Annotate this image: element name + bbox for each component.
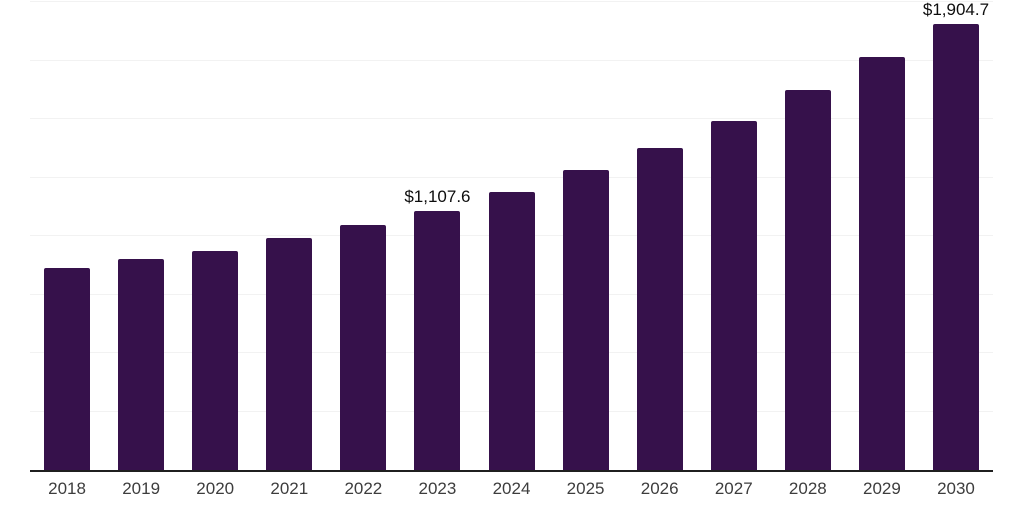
plot-area: $1,107.6 $1,904.7 [30, 0, 993, 472]
bar-slot-2021 [252, 2, 326, 470]
x-tick-label-2024: 2024 [492, 479, 531, 498]
gridline-1500 [30, 118, 993, 119]
bar-2019 [118, 259, 165, 470]
bar-2027 [710, 121, 757, 470]
bar-slot-2028 [771, 2, 845, 470]
x-tick-label-2023: 2023 [418, 479, 457, 498]
bar-slot-2026 [623, 2, 697, 470]
bar-slot-2022 [326, 2, 400, 470]
bar-slot-2019 [104, 2, 178, 470]
bar-2020 [192, 250, 239, 470]
bar-value-label-2030: $1,904.7 [922, 0, 990, 20]
x-tick-label-2019: 2019 [122, 479, 161, 498]
x-tick-label-2029: 2029 [862, 479, 901, 498]
x-tick-label-2026: 2026 [640, 479, 679, 498]
x-tick-label-2028: 2028 [788, 479, 827, 498]
bar-slot-2025 [549, 2, 623, 470]
bar-slot-2020 [178, 2, 252, 470]
bar-2023 [414, 210, 461, 470]
x-tick-label-2030: 2030 [937, 479, 975, 498]
bar-slot-2023: $1,107.6 [400, 2, 474, 470]
bar-slot-2030: $1,904.7 [919, 0, 993, 470]
bar-2028 [784, 90, 831, 470]
gridline-1250 [30, 176, 993, 178]
bar-2029 [858, 56, 905, 470]
bar-slot-2024 [474, 2, 548, 470]
bar-value-label-2023: $1,107.6 [404, 186, 471, 206]
bar-2022 [340, 224, 387, 470]
bar-slot-2027 [697, 2, 771, 470]
bar-slot-2029 [845, 2, 919, 470]
gridline-2000 [30, 1, 993, 2]
bar-2021 [266, 238, 313, 470]
x-tick-label-2027: 2027 [714, 479, 753, 498]
bars: $1,107.6 $1,904.7 [30, 0, 993, 470]
bar-2024 [488, 191, 535, 470]
x-tick-label-2022: 2022 [344, 479, 383, 498]
x-tick-label-2021: 2021 [270, 479, 309, 498]
bar-2030 [932, 24, 979, 470]
x-tick-label-2018: 2018 [48, 479, 86, 498]
bar-2018 [44, 268, 91, 470]
bar-2026 [636, 147, 683, 470]
bar-2025 [562, 170, 609, 470]
gridline-1750 [30, 59, 993, 61]
bar-slot-2018 [30, 2, 104, 470]
x-tick-label-2025: 2025 [566, 479, 605, 498]
x-tick-label-2020: 2020 [196, 479, 235, 498]
x-axis-tick-labels: 2018 2019 2020 2021 2022 2023 2024 2025 2026 2027… [30, 480, 993, 498]
